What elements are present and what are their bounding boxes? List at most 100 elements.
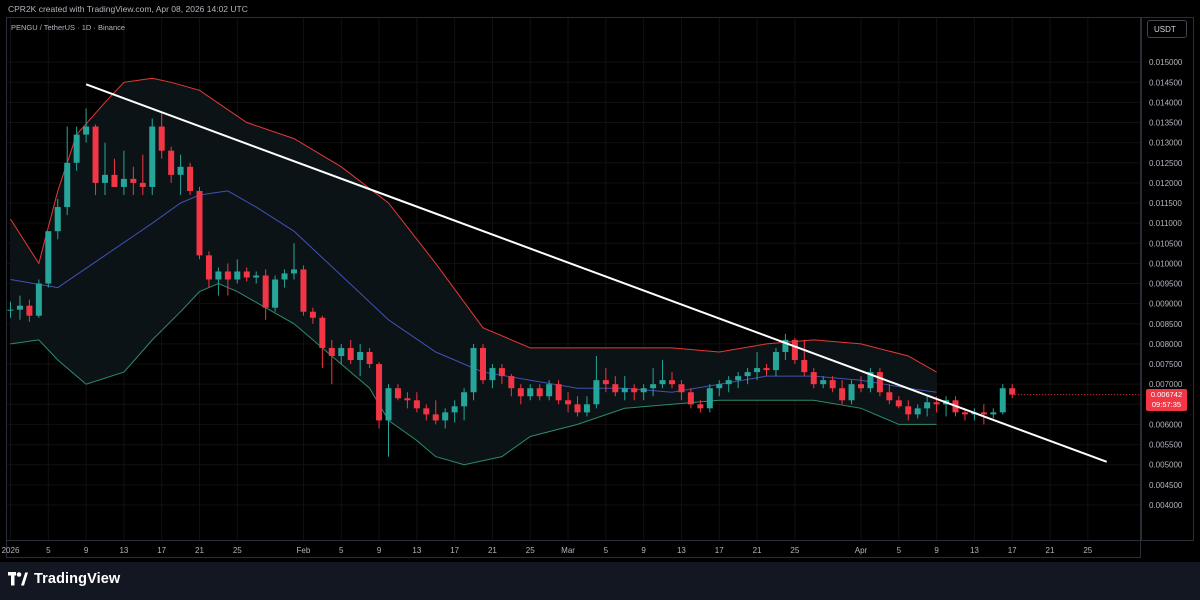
price-tick-label: 0.008500 [1149, 320, 1183, 329]
candle-body [763, 368, 770, 371]
candle [451, 400, 458, 423]
symbol-title: PENGU / TetherUS · 1D · Binance [11, 23, 126, 32]
candle [1009, 384, 1016, 399]
currency-selector[interactable]: USDT [1147, 20, 1187, 38]
candle [489, 364, 496, 389]
candle [990, 408, 997, 419]
candle-body [149, 126, 156, 187]
tradingview-brand[interactable]: TradingView [8, 571, 120, 587]
candle [413, 392, 420, 413]
time-tick-label: 21 [753, 546, 762, 555]
candle-body [291, 269, 297, 274]
candle-body [669, 380, 675, 385]
candle-body [309, 311, 316, 318]
price-tick-label: 0.005000 [1149, 461, 1183, 470]
candle [716, 380, 723, 397]
candle [357, 343, 364, 377]
candle [338, 343, 345, 365]
candle-body [697, 404, 704, 409]
candle [253, 271, 260, 284]
candle-body [262, 275, 269, 308]
candle [810, 368, 817, 389]
candle [291, 243, 297, 280]
candle-body [442, 412, 449, 421]
candle-body [45, 231, 52, 284]
candle-body [848, 384, 855, 401]
candle-body [461, 392, 468, 407]
candle [205, 251, 212, 288]
candle [376, 362, 383, 429]
candle-body [905, 406, 912, 415]
candle-body [725, 380, 732, 385]
candle [423, 404, 430, 421]
candle-body [319, 317, 326, 348]
candle-body [924, 402, 931, 409]
footer-bar [0, 562, 1200, 600]
candle [914, 404, 921, 419]
candle [650, 368, 657, 397]
last-price-value: 0.006742 [1150, 390, 1183, 399]
time-tick-label: 13 [412, 546, 421, 555]
time-tick-label: 21 [195, 546, 204, 555]
candle [300, 265, 307, 316]
price-tick-label: 0.010500 [1149, 239, 1183, 248]
candle [281, 269, 288, 288]
candle [102, 142, 108, 195]
price-tick-label: 0.015000 [1149, 58, 1183, 67]
candle [536, 384, 543, 401]
candle-body [16, 305, 23, 310]
candle-body [716, 384, 723, 389]
price-tick-label: 0.004000 [1149, 501, 1183, 510]
time-tick-label: 9 [84, 546, 89, 555]
candle [772, 347, 779, 377]
candle [669, 372, 675, 389]
candle-body [196, 190, 203, 256]
candle [328, 339, 335, 385]
candle [867, 368, 874, 393]
candle [858, 376, 864, 393]
candle-body [73, 134, 80, 163]
candle [26, 299, 33, 322]
candle [177, 154, 184, 195]
candle [64, 126, 71, 216]
time-tick-label: Mar [561, 546, 575, 555]
price-tick-label: 0.009500 [1149, 280, 1183, 289]
candle [168, 146, 175, 183]
candle-body [631, 388, 638, 393]
candle-body [498, 368, 505, 377]
candle-body [829, 380, 836, 389]
price-tick-label: 0.010000 [1149, 259, 1183, 268]
price-tick-label: 0.005500 [1149, 441, 1183, 450]
time-tick-label: 17 [715, 546, 724, 555]
candle [262, 269, 269, 320]
candle-body [583, 404, 590, 413]
price-axis[interactable] [1141, 17, 1194, 541]
candle [158, 112, 165, 159]
candle [92, 124, 99, 195]
candle [678, 380, 685, 401]
candle-body [650, 384, 657, 389]
candle-body [489, 368, 496, 381]
price-tick-label: 0.004500 [1149, 481, 1183, 490]
candle [754, 351, 761, 381]
candle [215, 267, 222, 296]
candle [432, 400, 439, 425]
price-tick-label: 0.013000 [1149, 139, 1183, 148]
candle [999, 384, 1006, 415]
time-tick-label: 13 [119, 546, 128, 555]
candle-body [791, 339, 798, 361]
candle [924, 396, 931, 417]
candle [347, 339, 354, 365]
time-axis[interactable] [6, 540, 1141, 558]
candle-body [593, 380, 600, 405]
time-tick-label: 21 [488, 546, 497, 555]
candle-body [54, 207, 61, 232]
candle [35, 279, 42, 318]
candle [763, 364, 770, 377]
candle-body [130, 178, 137, 183]
candle-body [102, 174, 108, 183]
time-tick-label: 9 [934, 546, 939, 555]
candle [461, 388, 468, 421]
candle [120, 150, 127, 195]
candle-body [338, 347, 345, 356]
